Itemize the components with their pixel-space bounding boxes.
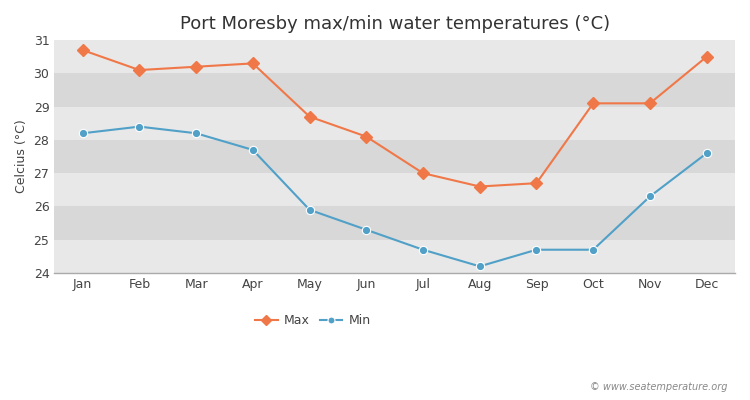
Min (248, 148, 257, 152)
Max (476, 184, 484, 189)
Y-axis label: Celcius (°C): Celcius (°C) (15, 120, 28, 194)
Text: © www.seatemperature.org: © www.seatemperature.org (590, 382, 728, 392)
Bar (54, 173, 735, 206)
Max (362, 134, 370, 139)
Min (78, 131, 87, 136)
Title: Port Moresby max/min water temperatures (°C): Port Moresby max/min water temperatures … (179, 15, 610, 33)
Min (702, 151, 711, 156)
Max (532, 181, 541, 186)
Min (135, 124, 144, 129)
Max (135, 68, 144, 72)
Min (419, 247, 428, 252)
Max (702, 54, 711, 59)
Min (532, 247, 541, 252)
Max (305, 114, 314, 119)
Max (191, 64, 200, 69)
Min (305, 207, 314, 212)
Line: Min: Min (79, 122, 711, 270)
Max (419, 171, 428, 176)
Min (646, 194, 655, 199)
Bar (54, 40, 735, 73)
Min (589, 247, 598, 252)
Bar (54, 140, 735, 173)
Max (589, 101, 598, 106)
Bar (54, 107, 735, 140)
Bar (54, 73, 735, 107)
Bar (54, 206, 735, 240)
Max (248, 61, 257, 66)
Min (191, 131, 200, 136)
Min (476, 264, 484, 269)
Min (362, 227, 370, 232)
Max (646, 101, 655, 106)
Line: Max: Max (79, 46, 711, 191)
Bar (54, 240, 735, 273)
Legend: Max, Min: Max, Min (251, 309, 376, 332)
Max (78, 48, 87, 52)
